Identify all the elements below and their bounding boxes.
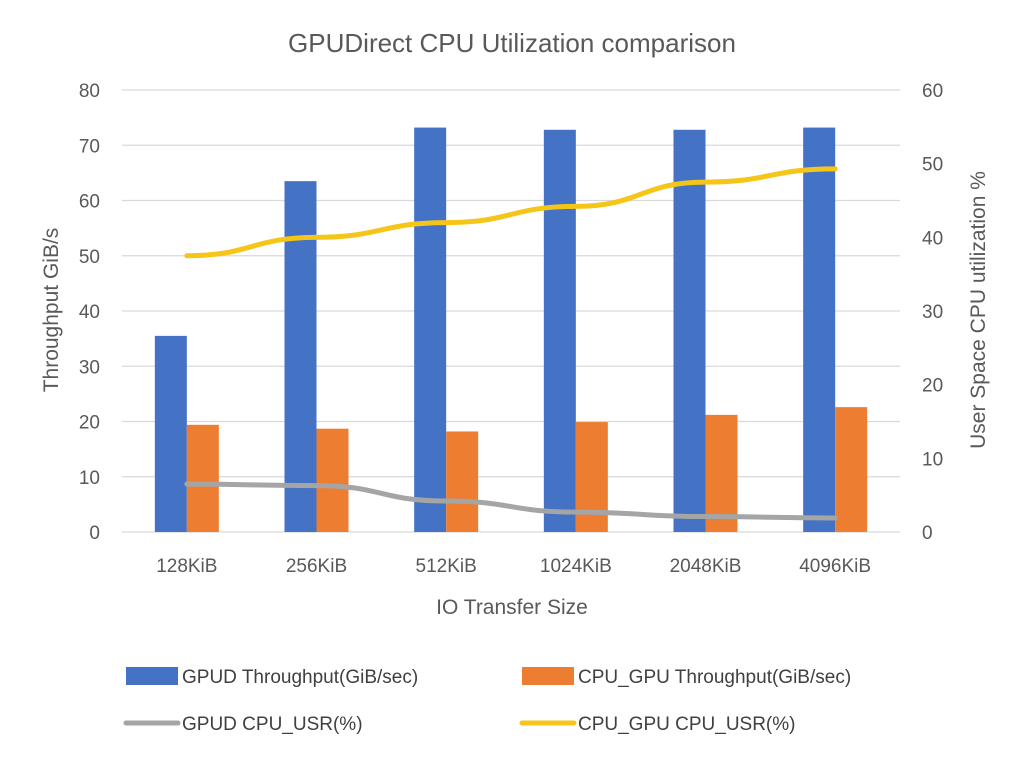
bar-cpu-gpu-throughput [446, 431, 479, 532]
bar-cpu-gpu-throughput [705, 414, 738, 532]
bar-gpud-throughput [803, 127, 836, 532]
legend-item: GPUD CPU_USR(%) [123, 714, 363, 735]
y-tick-label: 80 [79, 81, 100, 102]
lines [184, 166, 838, 521]
legend-swatch [126, 667, 178, 685]
legend-label: GPUD CPU_USR(%) [182, 714, 363, 735]
bar-gpud-throughput [414, 127, 447, 532]
chart-title: GPUDirect CPU Utilization comparison [288, 28, 736, 58]
y-tick-label: 60 [79, 192, 100, 213]
x-tick-label: 512KiB [416, 556, 477, 577]
legend-item: CPU_GPU CPU_USR(%) [519, 714, 795, 735]
bar-gpud-throughput [284, 181, 317, 532]
y-tick-label: 0 [89, 523, 100, 544]
bar-gpud-throughput [543, 129, 576, 532]
y-tick-label: 10 [79, 468, 100, 489]
y-axis-title: Throughput GiB/s [40, 228, 63, 393]
y-tick-label: 50 [79, 247, 100, 268]
x-tick-label: 256KiB [286, 556, 347, 577]
line-cpu-gpu-cpu-usr [184, 166, 838, 259]
legend-item: CPU_GPU Throughput(GiB/sec) [522, 667, 851, 688]
right-axis-ticks: 0 10 20 30 40 50 60 [922, 81, 943, 544]
legend-swatch [522, 667, 574, 685]
y-tick-label: 70 [79, 136, 100, 157]
y2-tick-label: 20 [922, 376, 943, 397]
legend-label: CPU_GPU CPU_USR(%) [578, 714, 795, 735]
x-tick-label: 128KiB [156, 556, 217, 577]
gridlines [122, 89, 900, 533]
y2-tick-label: 30 [922, 302, 943, 323]
bar-gpud-throughput [154, 335, 187, 532]
bar-cpu-gpu-throughput [316, 428, 349, 532]
line-gpud-cpu-usr [184, 481, 838, 521]
legend-label: CPU_GPU Throughput(GiB/sec) [578, 667, 851, 688]
legend-label: GPUD Throughput(GiB/sec) [182, 667, 418, 688]
bars [154, 127, 868, 532]
x-axis-ticks: 128KiB 256KiB 512KiB 1024KiB 2048KiB 4096KiB [156, 556, 871, 577]
y2-axis-title: User Space CPU utilization % [967, 171, 990, 449]
y2-tick-label: 50 [922, 155, 943, 176]
x-tick-label: 1024KiB [540, 556, 612, 577]
x-tick-label: 2048KiB [670, 556, 742, 577]
x-tick-label: 4096KiB [799, 556, 871, 577]
legend-item: GPUD Throughput(GiB/sec) [126, 667, 418, 688]
y2-tick-label: 40 [922, 228, 943, 249]
bar-gpud-throughput [673, 129, 706, 532]
y-tick-label: 40 [79, 302, 100, 323]
x-axis-title: IO Transfer Size [436, 596, 588, 619]
legend: GPUD Throughput(GiB/sec) CPU_GPU Throughp… [123, 667, 851, 735]
y-tick-label: 30 [79, 357, 100, 378]
y2-tick-label: 0 [922, 523, 933, 544]
y2-tick-label: 10 [922, 449, 943, 470]
bar-cpu-gpu-throughput [575, 422, 608, 532]
bar-cpu-gpu-throughput [835, 407, 868, 532]
bar-cpu-gpu-throughput [186, 424, 219, 532]
y2-tick-label: 60 [922, 81, 943, 102]
left-axis-ticks: 0 10 20 30 40 50 60 70 80 [79, 81, 100, 544]
y-tick-label: 20 [79, 413, 100, 434]
